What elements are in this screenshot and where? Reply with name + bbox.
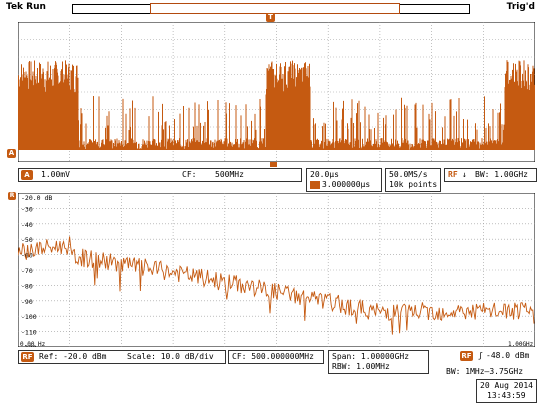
cf-label: CF:: [182, 170, 197, 179]
rf-badge: RF: [21, 352, 34, 362]
rf-marker-badge: RF: [460, 351, 473, 361]
marker-level: -48.0 dBm: [486, 351, 530, 360]
y-tick-label: -40: [21, 221, 33, 229]
reference-level: Ref: -20.0 dBm: [39, 352, 107, 361]
spectrum-trace: [18, 236, 535, 335]
y-tick-label: -120: [21, 344, 37, 347]
spectrum-graticule[interactable]: -20.0 dB-30-40-50-60-70-80-90-100-110-12…: [18, 193, 535, 347]
y-tick-label: -80: [21, 282, 33, 290]
vertical-scale: Scale: 10.0 dB/div: [127, 352, 214, 361]
center-frequency: CF: 500.000000MHz: [232, 352, 314, 361]
cf-value: 500MHz: [215, 170, 244, 179]
x-end-label: 1.00GHz: [508, 341, 534, 348]
span-rbw-readout[interactable]: Span: 1.00000GHz RBW: 1.00MHz: [328, 350, 429, 374]
reference-level-readout[interactable]: RF Ref: -20.0 dBm Scale: 10.0 dB/div: [18, 350, 226, 364]
time-domain-waveform: [18, 60, 535, 150]
y-tick-label: -50: [21, 236, 33, 244]
delay-value: 3.000000µs: [322, 180, 371, 189]
timebase-readout[interactable]: 20.0µs 3.000000µs: [306, 168, 382, 192]
center-frequency-readout[interactable]: CF: 500.000000MHz: [228, 350, 324, 364]
record-view-window[interactable]: [150, 3, 400, 14]
channel-badge: A: [21, 170, 33, 180]
time-domain-graticule[interactable]: [18, 22, 535, 162]
spectrum-trace-badge[interactable]: R: [8, 192, 16, 200]
y-tick-label: -110: [21, 329, 37, 337]
date: 20 Aug 2014: [480, 381, 533, 390]
delay-icon: [310, 181, 320, 189]
ground-level-marker[interactable]: A: [7, 149, 16, 158]
trigger-bandwidth: BW: 1.00GHz: [475, 170, 528, 179]
channel-scale: 1.00mV: [41, 170, 70, 179]
date-time-readout: 20 Aug 2014 13:43:59: [476, 379, 537, 403]
channel-scale-readout[interactable]: A 1.00mV CF: 500MHz: [18, 168, 302, 182]
y-tick-label: -70: [21, 267, 33, 275]
y-tick-label: -100: [21, 313, 37, 321]
trigger-slope-icon: ↓: [462, 170, 467, 179]
timebase-value: 20.0µs: [310, 170, 339, 179]
y-tick-label: -30: [21, 205, 33, 213]
sample-rate-readout[interactable]: 50.0MS/s 10k points: [385, 168, 441, 192]
rf-trigger-readout[interactable]: RF ↓ BW: 1.00GHz: [444, 168, 537, 182]
rf-trigger-source: RF: [448, 170, 458, 179]
time: 13:43:59: [487, 391, 526, 400]
analysis-bandwidth: BW: 1MHz–3.75GHz: [446, 367, 524, 376]
acquisition-status: Tek Run: [6, 2, 46, 12]
marker-symbol-icon: ʃ: [478, 351, 483, 360]
marker-readout[interactable]: RF ʃ -48.0 dBm: [446, 350, 535, 362]
sample-rate: 50.0MS/s: [389, 170, 428, 179]
trigger-status: Trig'd: [506, 2, 535, 12]
record-length: 10k points: [389, 180, 438, 189]
trigger-position-marker[interactable]: T: [266, 13, 275, 22]
rbw-value: RBW: 1.00MHz: [332, 362, 390, 371]
y-tick-label: -20.0 dB: [21, 194, 52, 202]
span-value: Span: 1.00000GHz: [332, 352, 410, 361]
x-start-label: 0.00 Hz: [20, 341, 46, 348]
trigger-point-marker: [270, 162, 277, 167]
spectrum-grid: [18, 193, 535, 347]
y-tick-label: -90: [21, 298, 33, 306]
